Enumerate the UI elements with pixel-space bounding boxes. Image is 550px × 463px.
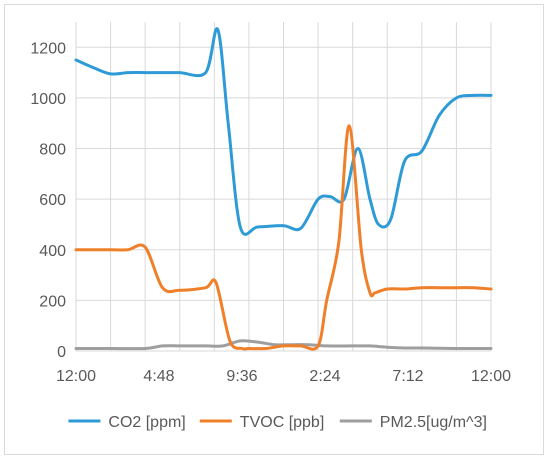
x-tick-label: 2:24: [309, 368, 340, 385]
legend-label: TVOC [ppb]: [240, 414, 324, 431]
chart-frame: 0 200 400 600 800 1000 1200 12:00 4:48 9:36 2:24 7…: [4, 4, 544, 455]
y-tick-label: 200: [39, 293, 66, 310]
series-line-1: [74, 124, 493, 351]
x-axis-ticks: 12:00 4:48 9:36 2:24 7:12 12:00: [56, 368, 511, 385]
x-tick-label: 12:00: [56, 368, 96, 385]
x-tick-label: 9:36: [226, 368, 257, 385]
line-chart: 0 200 400 600 800 1000 1200 12:00 4:48 9:36 2:24 7…: [30, 22, 511, 431]
y-axis-ticks: 0 200 400 600 800 1000 1200: [30, 40, 66, 361]
x-tick-label: 12:00: [471, 368, 511, 385]
x-tick-label: 4:48: [143, 368, 174, 385]
x-tick-label: 7:12: [392, 368, 423, 385]
legend: CO2 [ppm] TVOC [ppb] PM2.5[ug/m^3]: [68, 414, 487, 431]
legend-label: CO2 [ppm]: [108, 414, 185, 431]
y-tick-label: 0: [57, 344, 66, 361]
y-tick-label: 400: [39, 243, 66, 260]
series-line-0: [74, 27, 493, 236]
y-tick-label: 1000: [30, 91, 66, 108]
grid: [75, 22, 492, 352]
y-tick-label: 800: [39, 142, 66, 159]
legend-label: PM2.5[ug/m^3]: [380, 414, 487, 431]
y-tick-label: 1200: [30, 40, 66, 57]
y-tick-label: 600: [39, 192, 66, 209]
series-lines: [74, 27, 493, 351]
